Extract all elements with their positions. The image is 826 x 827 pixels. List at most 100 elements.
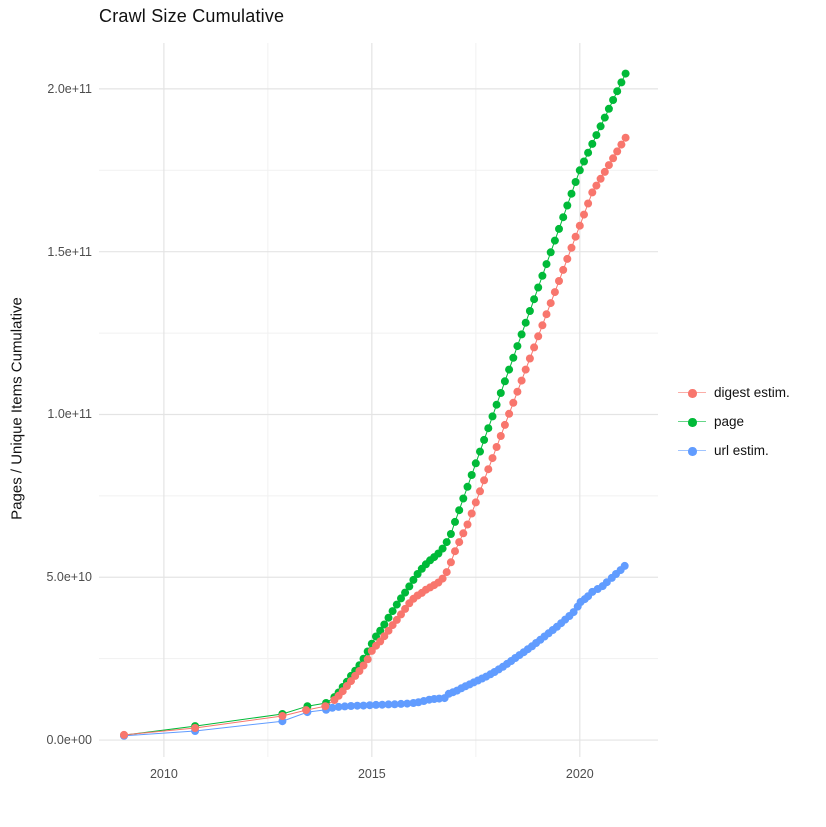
data-point-digest — [613, 147, 622, 156]
data-point-digest — [321, 702, 330, 711]
legend-item-page: page — [678, 407, 790, 436]
data-point-page — [388, 607, 397, 616]
data-point-page — [559, 213, 568, 222]
data-point-page — [600, 113, 609, 122]
data-point-page — [584, 148, 593, 157]
data-point-page — [521, 318, 530, 327]
data-point-digest — [496, 432, 505, 440]
data-point-page — [596, 122, 605, 131]
legend-label: url estim. — [714, 443, 769, 458]
data-point-url — [403, 699, 412, 708]
data-point-page — [604, 104, 613, 113]
data-point-digest — [563, 254, 572, 263]
data-point-digest — [120, 730, 128, 739]
legend-item-url: url estim. — [678, 436, 790, 465]
data-point-page — [575, 166, 584, 175]
data-point-url — [384, 700, 393, 709]
data-point-digest — [525, 354, 534, 363]
data-point-digest — [567, 243, 576, 252]
data-point-page — [567, 189, 576, 198]
legend: digest estim. page url estim. — [678, 378, 790, 465]
data-point-digest — [455, 538, 464, 547]
data-point-page — [542, 260, 551, 269]
data-point-digest — [621, 133, 630, 142]
data-point-page — [451, 517, 459, 526]
data-point-page — [621, 69, 630, 78]
data-point-page — [538, 271, 547, 280]
legend-item-digest: digest estim. — [678, 378, 790, 407]
data-point-page — [476, 447, 484, 456]
data-point-digest — [392, 615, 401, 624]
data-point-page — [546, 248, 555, 257]
data-point-page — [467, 471, 476, 479]
data-point-digest — [492, 443, 501, 451]
data-point-page — [401, 588, 410, 597]
data-point-digest — [617, 140, 626, 149]
x-tick-label: 2020 — [565, 767, 594, 781]
data-point-page — [580, 157, 588, 166]
data-point-digest — [488, 454, 497, 463]
data-point-digest — [513, 387, 522, 396]
data-point-page — [509, 353, 518, 362]
data-point-digest — [451, 547, 459, 556]
data-point-url — [340, 702, 349, 711]
data-point-url — [365, 701, 374, 710]
data-point-page — [513, 342, 522, 351]
data-point-page — [397, 594, 405, 603]
data-point-page — [488, 412, 497, 421]
data-point-page — [392, 600, 401, 609]
data-point-digest — [534, 332, 543, 341]
data-point-digest — [555, 277, 563, 285]
x-tick-label: 2015 — [357, 767, 386, 781]
data-point-page — [505, 365, 514, 374]
data-point-page — [492, 400, 501, 409]
data-point-page — [571, 178, 580, 186]
data-point-page — [409, 575, 418, 584]
data-point-digest — [559, 265, 568, 274]
data-point-page — [496, 389, 505, 397]
data-point-page — [463, 482, 472, 491]
data-point-digest — [463, 520, 472, 529]
data-point-digest — [584, 199, 593, 208]
data-point-digest — [580, 210, 588, 219]
data-point-digest — [359, 661, 368, 670]
data-point-digest — [596, 174, 605, 183]
data-point-digest — [542, 310, 551, 319]
data-point-digest — [517, 376, 526, 385]
data-point-page — [617, 78, 626, 87]
data-point-url — [347, 702, 355, 710]
y-tick-label: 2.0e+11 — [47, 81, 92, 96]
data-point-digest — [575, 221, 584, 230]
data-point-digest — [476, 487, 484, 496]
data-point-page — [563, 201, 572, 210]
data-point-digest — [438, 574, 447, 583]
data-point-digest — [546, 299, 555, 308]
data-point-page — [484, 424, 493, 433]
data-point-digest — [480, 476, 489, 485]
data-point-page — [530, 295, 539, 304]
data-point-digest — [442, 568, 451, 577]
data-point-digest — [363, 655, 372, 664]
y-tick-label: 5.0e+10 — [46, 570, 92, 585]
data-point-digest — [604, 161, 613, 170]
data-point-url — [372, 700, 380, 709]
data-point-digest — [509, 398, 518, 407]
y-tick-label: 0.0e+00 — [46, 733, 92, 748]
data-point-digest — [521, 365, 530, 374]
data-point-digest — [600, 167, 609, 176]
data-point-page — [517, 330, 526, 339]
data-point-digest — [538, 321, 547, 330]
data-point-page — [609, 96, 618, 104]
legend-key-dot — [688, 447, 697, 456]
data-point-page — [405, 582, 414, 591]
data-point-page — [588, 139, 597, 148]
data-point-url — [328, 703, 337, 712]
legend-key-icon — [678, 413, 706, 430]
data-point-digest — [592, 181, 601, 190]
data-point-page — [555, 224, 563, 233]
data-point-digest — [467, 509, 476, 518]
data-point-digest — [459, 529, 468, 538]
data-point-page — [442, 538, 451, 547]
